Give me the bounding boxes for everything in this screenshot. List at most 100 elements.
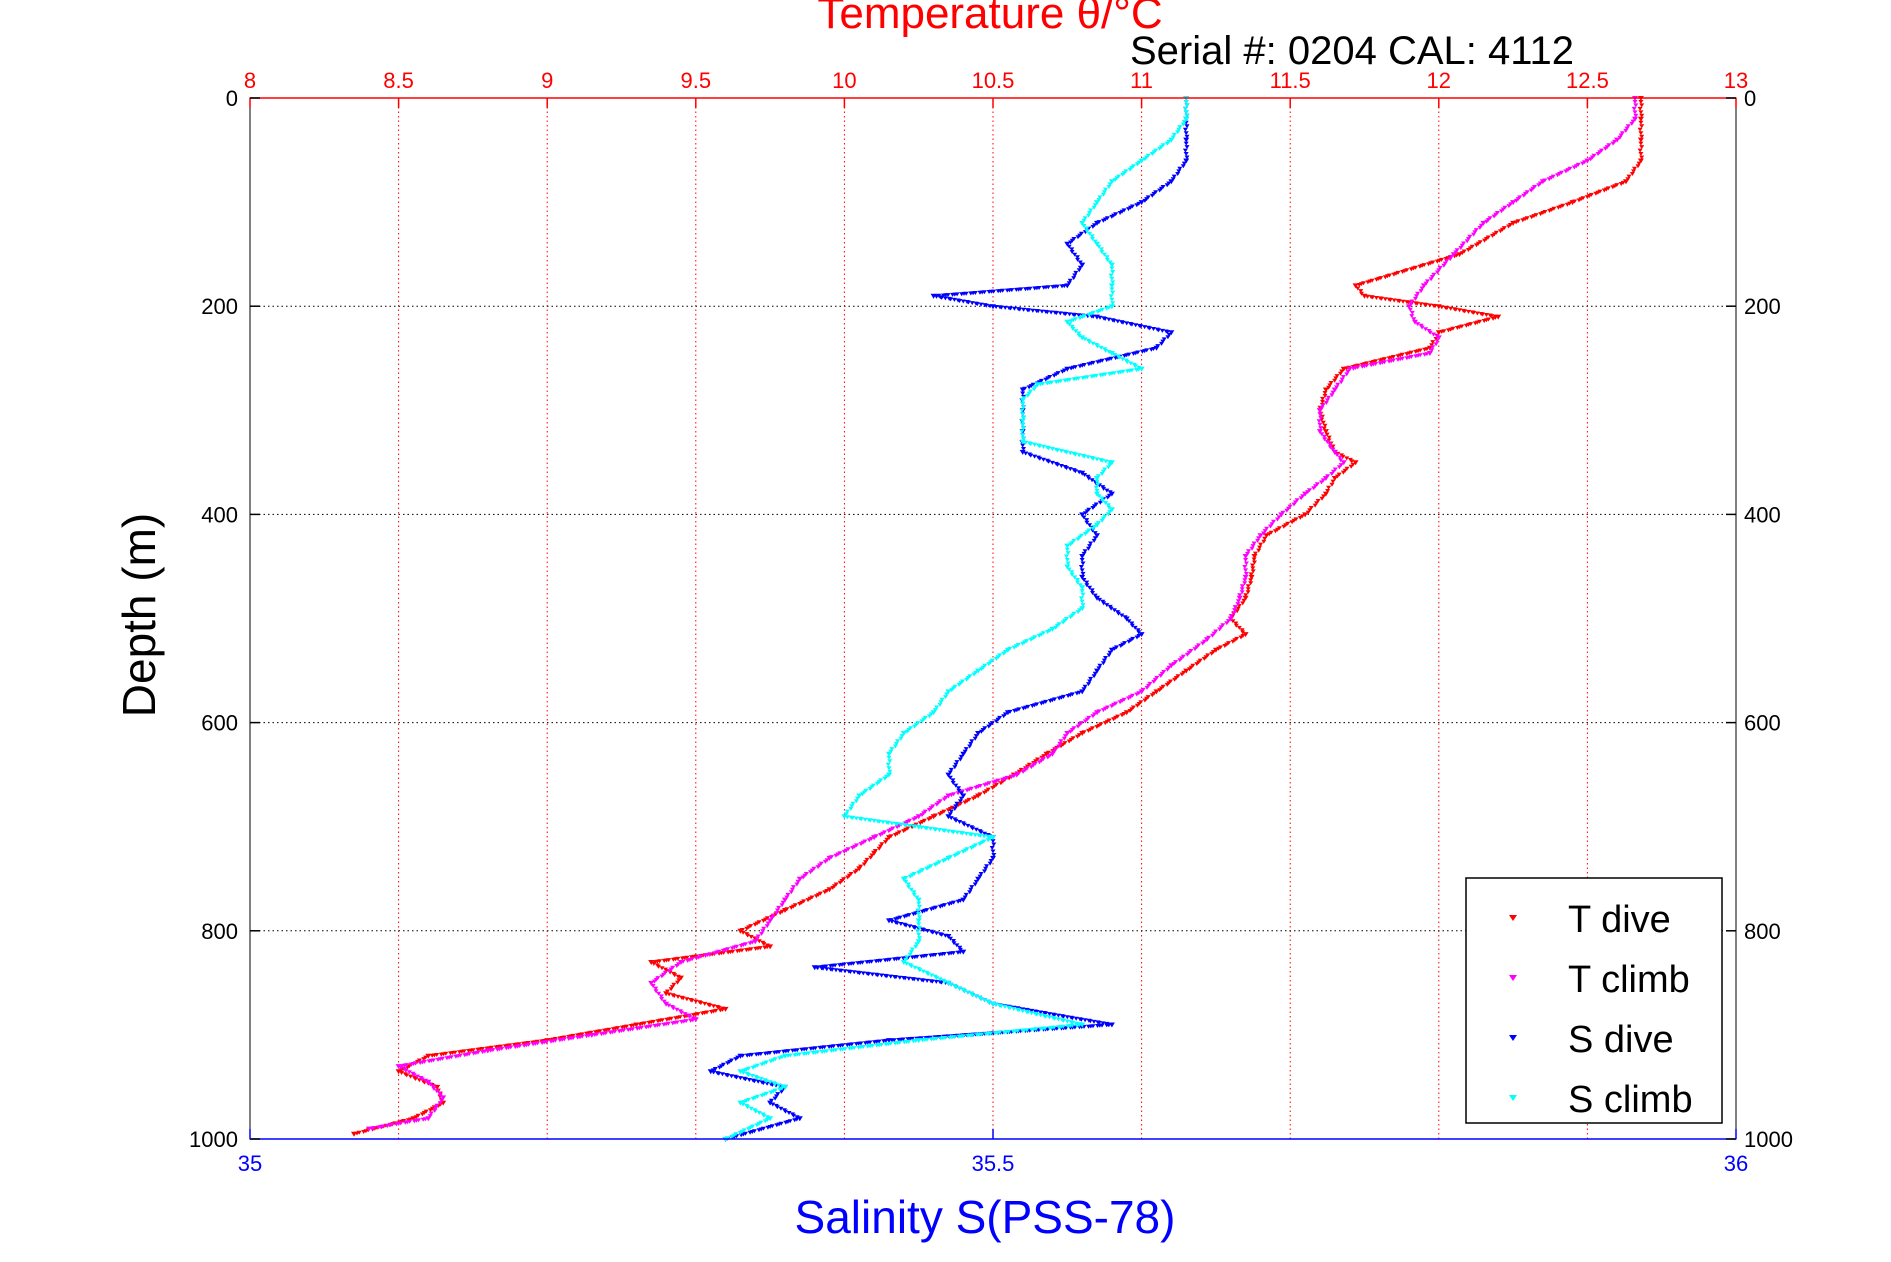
t-climb-point xyxy=(503,1046,509,1051)
s-climb-point xyxy=(914,895,920,900)
s-dive-point xyxy=(1017,307,1023,312)
s-dive-point xyxy=(1007,709,1013,714)
s-dive-point xyxy=(1097,500,1103,505)
s-climb-series xyxy=(722,96,1190,1142)
t-dive-point xyxy=(1474,311,1480,316)
t-dive-point xyxy=(1443,257,1449,261)
s-climb-point xyxy=(763,1079,769,1084)
s-dive-point xyxy=(972,736,978,741)
t-dive-point xyxy=(970,796,976,801)
s-climb-point xyxy=(919,825,925,830)
s-dive-point xyxy=(948,809,954,814)
t-climb-point xyxy=(1623,128,1629,133)
t-climb-point xyxy=(682,1012,688,1017)
s-climb-point xyxy=(893,741,899,746)
s-dive-point xyxy=(1177,166,1183,171)
t-dive-point xyxy=(1320,396,1325,401)
s-climb-point xyxy=(1100,516,1106,521)
s-climb-point xyxy=(853,816,859,821)
t-climb-point xyxy=(1082,719,1088,724)
t-climb-point xyxy=(1546,177,1552,182)
s-dive-point xyxy=(1124,321,1130,326)
s-dive-point xyxy=(1151,327,1156,331)
s-dive-point xyxy=(1117,211,1123,215)
s-dive-point xyxy=(957,945,963,950)
s-climb-point xyxy=(887,769,893,774)
t-dive-point xyxy=(1325,489,1331,493)
t-dive-point xyxy=(1241,598,1247,603)
t-climb-point xyxy=(1058,739,1064,744)
s-dive-point xyxy=(1106,653,1112,658)
t-dive-point xyxy=(429,1053,435,1058)
s-dive-point xyxy=(1067,312,1072,317)
s-climb-point xyxy=(785,1053,791,1058)
s-dive-point xyxy=(1092,531,1098,536)
t-climb-point xyxy=(1224,621,1230,626)
s-climb-point xyxy=(1090,341,1096,346)
s-dive-point xyxy=(888,974,894,979)
s-climb-point xyxy=(1077,583,1083,588)
t-dive-point xyxy=(1374,277,1380,282)
t-dive-point xyxy=(1322,391,1328,395)
s-climb-point xyxy=(1170,135,1176,140)
s-dive-point xyxy=(939,295,945,300)
s-climb-point xyxy=(1019,418,1026,424)
s-climb-point xyxy=(1102,467,1108,472)
s-climb-point xyxy=(1112,178,1118,182)
t-climb-point xyxy=(659,974,665,979)
s-climb-point xyxy=(885,762,891,767)
s-dive-point xyxy=(1084,518,1090,523)
t-climb-point xyxy=(1595,152,1601,156)
t-dive-point xyxy=(1245,590,1251,595)
t-climb-point xyxy=(1619,131,1625,136)
s-dive-point xyxy=(1092,671,1098,676)
t-dive-point xyxy=(1305,510,1311,515)
t-dive-point xyxy=(676,978,682,983)
t-dive-point xyxy=(858,864,864,869)
s-climb-point xyxy=(1109,287,1115,292)
t-climb-point xyxy=(794,882,800,887)
s-dive-point xyxy=(1134,635,1140,640)
t-dive-point xyxy=(691,1013,697,1018)
s-climb-point xyxy=(745,1105,751,1110)
s-climb-point xyxy=(1157,146,1163,151)
s-climb-point xyxy=(770,1089,776,1094)
s-dive-point xyxy=(953,762,959,767)
t-climb-point xyxy=(512,1045,518,1049)
s-climb-point xyxy=(1080,592,1086,597)
s-dive-point xyxy=(1183,158,1190,164)
t-dive-point xyxy=(761,918,766,923)
s-dive-point xyxy=(786,1111,792,1115)
s-dive-point xyxy=(725,1061,731,1066)
s-climb-point xyxy=(1106,350,1112,355)
s-dive-point xyxy=(948,936,953,941)
t-climb-point xyxy=(1323,401,1329,405)
t-climb-point xyxy=(1109,704,1115,709)
s-dive-point xyxy=(1021,706,1026,711)
s-dive-point xyxy=(1095,360,1101,365)
t-dive-point xyxy=(1242,632,1249,638)
t-dive-point xyxy=(1262,536,1268,541)
t-dive-point xyxy=(689,998,695,1003)
s-dive-point xyxy=(957,947,963,952)
t-dive-point xyxy=(709,1010,714,1014)
s-climb-point xyxy=(894,822,900,827)
t-climb-point xyxy=(1220,623,1226,628)
s-climb-point xyxy=(960,849,966,854)
s-dive-point xyxy=(1133,323,1139,328)
s-dive-point xyxy=(1032,454,1038,459)
s-climb-point xyxy=(856,793,863,799)
t-climb-point xyxy=(790,885,796,890)
t-climb-point xyxy=(780,900,786,905)
t-dive-point xyxy=(1639,103,1645,108)
t-dive-point xyxy=(1332,378,1338,383)
t-climb-point xyxy=(670,1006,676,1011)
t-climb-point xyxy=(1458,246,1464,250)
t-dive-point xyxy=(1370,295,1376,300)
s-climb-point xyxy=(1110,301,1116,306)
s-climb-point xyxy=(993,656,999,661)
s-climb-point xyxy=(990,835,996,841)
t-dive-point xyxy=(711,1004,717,1009)
s-dive-point xyxy=(1108,606,1114,611)
